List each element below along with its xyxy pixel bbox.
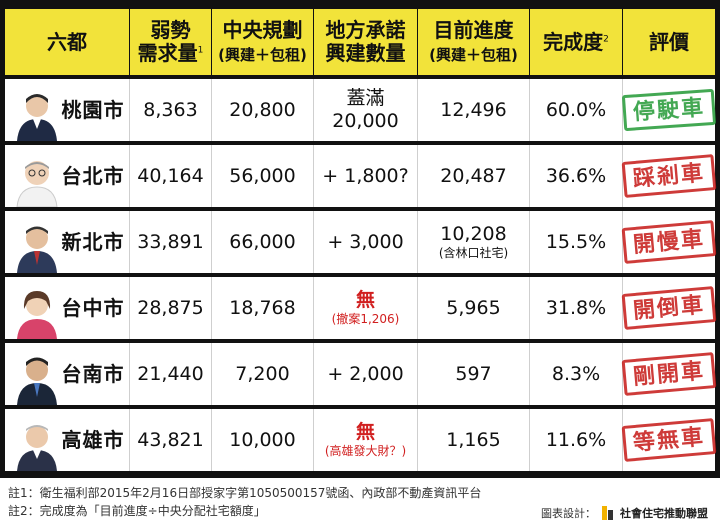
city-cell: 台中市 bbox=[5, 277, 130, 339]
plan-cell: 20,800 bbox=[212, 79, 314, 141]
header-promise: 地方承諾 興建數量 bbox=[314, 9, 418, 75]
alliance-logo-icon bbox=[602, 506, 613, 520]
rating-cell: 開倒車 bbox=[621, 277, 717, 339]
rating-cell: 等無車 bbox=[621, 409, 717, 471]
portrait-icon bbox=[17, 226, 57, 273]
portrait-icon bbox=[17, 425, 57, 471]
demand-cell: 33,891 bbox=[130, 211, 212, 273]
header-completion: 完成度2 bbox=[530, 9, 623, 75]
progress-cell: 1,165 bbox=[418, 409, 530, 471]
city-cell: 台北市 bbox=[5, 145, 130, 207]
portrait-icon bbox=[17, 357, 57, 405]
housing-progress-table: 六都 弱勢 需求量1 中央規劃 (興建＋包租) 地方承諾 興建數量 目前進度 (… bbox=[5, 5, 717, 475]
promise-cell: 無 (高雄發大財？) bbox=[314, 409, 418, 471]
rating-stamp: 踩剎車 bbox=[621, 154, 717, 198]
footnotes: 註1：衛生福利部2015年2月16日部授家字第1050500157號函、內政部不… bbox=[8, 484, 481, 520]
progress-cell: 12,496 bbox=[418, 79, 530, 141]
demand-cell: 40,164 bbox=[130, 145, 212, 207]
footnote-1: 註1：衛生福利部2015年2月16日部授家字第1050500157號函、內政部不… bbox=[8, 486, 482, 500]
completion-cell: 15.5% bbox=[530, 211, 623, 273]
rating-stamp: 剛開車 bbox=[621, 352, 717, 396]
rating-stamp: 開慢車 bbox=[621, 220, 717, 264]
completion-cell: 11.6% bbox=[530, 409, 623, 471]
rating-stamp: 等無車 bbox=[621, 418, 717, 462]
portrait-icon bbox=[16, 161, 58, 207]
footnote-2: 註2：完成度為「目前進度÷中央分配社宅額度」 bbox=[8, 504, 266, 518]
rating-stamp: 開倒車 bbox=[621, 286, 717, 330]
rating-cell: 踩剎車 bbox=[621, 145, 717, 207]
promise-cell: 無 (撤案1,206) bbox=[314, 277, 418, 339]
progress-cell: 20,487 bbox=[418, 145, 530, 207]
city-cell: 桃園市 bbox=[5, 79, 130, 141]
promise-cell: + 1,800? bbox=[314, 145, 418, 207]
rating-cell: 停駛車 bbox=[621, 79, 717, 141]
demand-cell: 28,875 bbox=[130, 277, 212, 339]
table-row: 台北市 40,164 56,000 + 1,800? 20,487 36.6% … bbox=[5, 145, 717, 207]
header-city: 六都 bbox=[5, 9, 130, 75]
promise-cell: + 3,000 bbox=[314, 211, 418, 273]
progress-cell: 5,965 bbox=[418, 277, 530, 339]
promise-cell: + 2,000 bbox=[314, 343, 418, 405]
plan-cell: 56,000 bbox=[212, 145, 314, 207]
table-row: 高雄市 43,821 10,000 無 (高雄發大財？) 1,165 11.6%… bbox=[5, 409, 717, 471]
table-row: 台中市 28,875 18,768 無 (撤案1,206) 5,965 31.8… bbox=[5, 277, 717, 339]
rating-cell: 開慢車 bbox=[621, 211, 717, 273]
city-cell: 高雄市 bbox=[5, 409, 130, 471]
progress-cell: 10,208 (含林口社宅) bbox=[418, 211, 530, 273]
header-row: 六都 弱勢 需求量1 中央規劃 (興建＋包租) 地方承諾 興建數量 目前進度 (… bbox=[5, 9, 715, 75]
portrait-icon bbox=[17, 291, 57, 339]
completion-cell: 60.0% bbox=[530, 79, 623, 141]
table-row: 新北市 33,891 66,000 + 3,000 10,208 (含林口社宅)… bbox=[5, 211, 717, 273]
demand-cell: 21,440 bbox=[130, 343, 212, 405]
demand-cell: 43,821 bbox=[130, 409, 212, 471]
rating-cell: 剛開車 bbox=[621, 343, 717, 405]
plan-cell: 10,000 bbox=[212, 409, 314, 471]
demand-cell: 8,363 bbox=[130, 79, 212, 141]
header-plan: 中央規劃 (興建＋包租) bbox=[212, 9, 314, 75]
header-progress: 目前進度 (興建＋包租) bbox=[418, 9, 530, 75]
portrait-icon bbox=[17, 94, 57, 141]
plan-cell: 66,000 bbox=[212, 211, 314, 273]
credit-org: 社會住宅推動聯盟 bbox=[620, 507, 708, 520]
completion-cell: 36.6% bbox=[530, 145, 623, 207]
table-frame: 六都 弱勢 需求量1 中央規劃 (興建＋包租) 地方承諾 興建數量 目前進度 (… bbox=[0, 0, 720, 478]
completion-cell: 31.8% bbox=[530, 277, 623, 339]
plan-cell: 18,768 bbox=[212, 277, 314, 339]
credit-label: 圖表設計： bbox=[541, 507, 596, 520]
promise-cell: 蓋滿 20,000 bbox=[314, 79, 418, 141]
header-rating: 評價 bbox=[623, 9, 715, 75]
progress-cell: 597 bbox=[418, 343, 530, 405]
design-credit: 圖表設計： 社會住宅推動聯盟 bbox=[541, 505, 708, 521]
rating-stamp: 停駛車 bbox=[621, 88, 717, 132]
table-row: 台南市 21,440 7,200 + 2,000 597 8.3% 剛開車 bbox=[5, 343, 717, 405]
completion-cell: 8.3% bbox=[530, 343, 623, 405]
city-cell: 台南市 bbox=[5, 343, 130, 405]
header-demand: 弱勢 需求量1 bbox=[130, 9, 212, 75]
city-cell: 新北市 bbox=[5, 211, 130, 273]
table-row: 桃園市 8,363 20,800 蓋滿 20,000 12,496 60.0% … bbox=[5, 79, 717, 141]
plan-cell: 7,200 bbox=[212, 343, 314, 405]
